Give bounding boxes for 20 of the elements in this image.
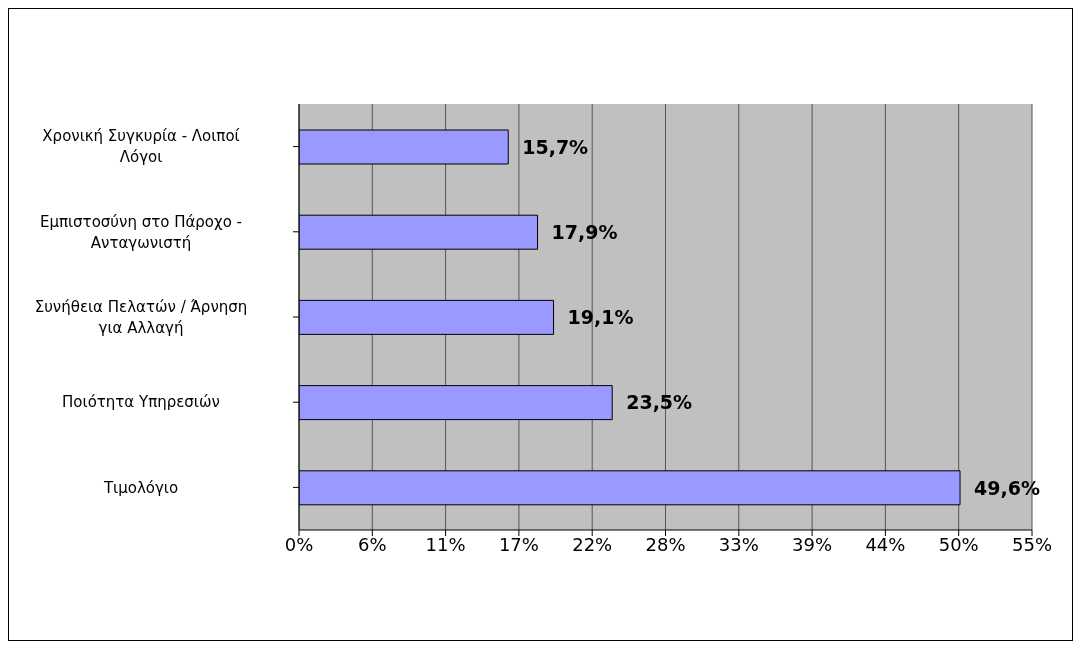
y-tick-label: Τιμολόγιο: [102, 478, 179, 497]
y-tick-label: Ποιότητα Υπηρεσιών: [62, 393, 220, 412]
x-tick-label: 28%: [645, 533, 686, 555]
data-label: 49,6%: [974, 476, 1040, 499]
x-tick-label: 0%: [284, 533, 314, 555]
x-tick-label: 6%: [358, 533, 387, 555]
x-tick-label: 33%: [718, 533, 759, 555]
x-tick-label: 55%: [1011, 533, 1053, 555]
x-tick-label: 17%: [498, 533, 539, 555]
data-label: 19,1%: [567, 306, 634, 329]
x-tick-label: 50%: [938, 533, 979, 555]
x-tick-label: 44%: [865, 533, 906, 555]
y-tick-label: Χρονική Συγκυρία - Λοιποί Λόγοι: [42, 127, 240, 167]
data-label: 17,9%: [551, 220, 618, 243]
y-tick-label: Εμπιστοσύνη στο Πάροχο - Ανταγωνιστή: [39, 212, 243, 252]
x-tick-label: 39%: [792, 533, 833, 555]
data-label: 15,7%: [522, 135, 589, 158]
y-tick-label: Συνήθεια Πελατών / Άρνηση για Αλλαγή: [34, 297, 248, 337]
x-tick-label: 11%: [425, 533, 466, 555]
x-tick-label: 22%: [572, 533, 613, 555]
